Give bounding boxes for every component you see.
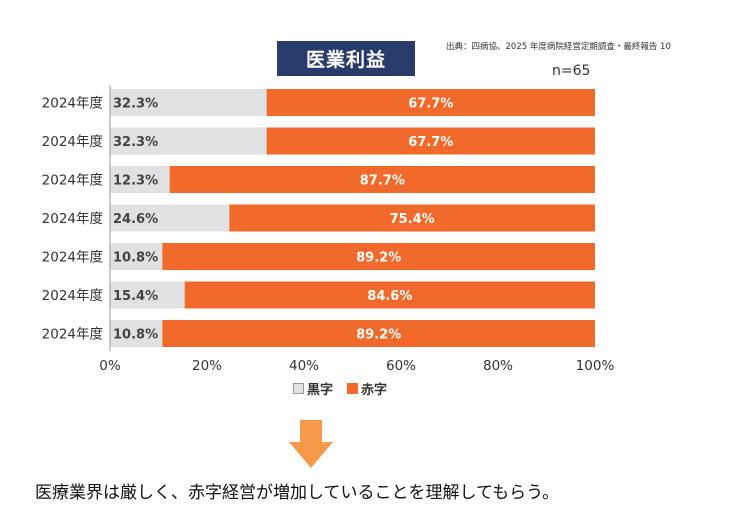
data-label-deficit: 87.7%: [360, 174, 405, 189]
bar-deficit: [266, 89, 595, 116]
bar-deficit: [162, 320, 595, 347]
bar-profit: [110, 204, 230, 232]
x-tick-label: 100%: [576, 358, 615, 374]
sample-size-label: n=65: [552, 63, 591, 79]
bar-profit: [110, 89, 267, 116]
bar-deficit: [184, 281, 595, 309]
category-label: 2024年度: [42, 96, 103, 112]
category-label: 2024年度: [42, 250, 103, 266]
data-label-profit: 32.3%: [113, 135, 158, 150]
data-label-profit: 10.8%: [113, 328, 158, 343]
bar-profit: [110, 127, 267, 155]
legend-item-profit: 黒字: [293, 379, 333, 398]
category-label: 2024年度: [42, 173, 103, 189]
category-label: 2024年度: [42, 327, 103, 343]
data-label-profit: 24.6%: [113, 212, 158, 227]
legend-label-deficit: 赤字: [361, 382, 388, 398]
x-tick-label: 20%: [192, 358, 222, 374]
legend-swatch-deficit: [347, 382, 359, 394]
bar-profit: [110, 243, 163, 270]
legend-label-profit: 黒字: [307, 382, 334, 398]
bar-deficit: [169, 166, 595, 193]
data-label-profit: 15.4%: [113, 289, 158, 304]
caption-text: 医療業界は厳しく、赤字経営が増加していることを理解してもらう。: [35, 483, 560, 503]
legend-swatch-profit: [293, 382, 304, 394]
legend-item-deficit: 赤字: [347, 379, 387, 398]
bar-profit: [110, 320, 163, 347]
bar-profit: [110, 281, 185, 309]
x-tick-label: 80%: [483, 358, 513, 374]
chart-legend: 黒字 赤字: [293, 379, 401, 398]
x-tick-label: 60%: [386, 358, 416, 374]
down-arrow-icon: [289, 420, 333, 468]
chart-title: 医業利益: [277, 41, 415, 76]
stacked-bar-chart: 2024年度 32.3% 67.7% 2024年度 32.3% 67.7% 2024年度 12…: [42, 85, 615, 374]
data-label-deficit: 67.7%: [408, 135, 453, 150]
category-label: 2024年度: [42, 134, 103, 150]
data-label-deficit: 89.2%: [356, 328, 401, 343]
data-label-profit: 32.3%: [113, 97, 158, 112]
data-label-deficit: 75.4%: [390, 212, 435, 227]
data-label-deficit: 89.2%: [356, 251, 401, 266]
data-label-deficit: 67.7%: [408, 97, 453, 112]
bar-deficit: [162, 243, 595, 270]
category-label: 2024年度: [42, 288, 103, 304]
bar-profit: [110, 166, 170, 193]
data-label-deficit: 84.6%: [367, 289, 412, 304]
category-label: 2024年度: [42, 211, 103, 227]
x-tick-label: 40%: [289, 358, 319, 374]
x-tick-label: 0%: [99, 358, 121, 374]
bar-deficit: [229, 204, 595, 232]
data-label-profit: 12.3%: [113, 174, 158, 189]
bar-deficit: [266, 127, 595, 155]
source-note: 出典：四病協、2025 年度病院経営定期調査・最終報告 10: [446, 42, 671, 52]
data-label-profit: 10.8%: [113, 251, 158, 266]
